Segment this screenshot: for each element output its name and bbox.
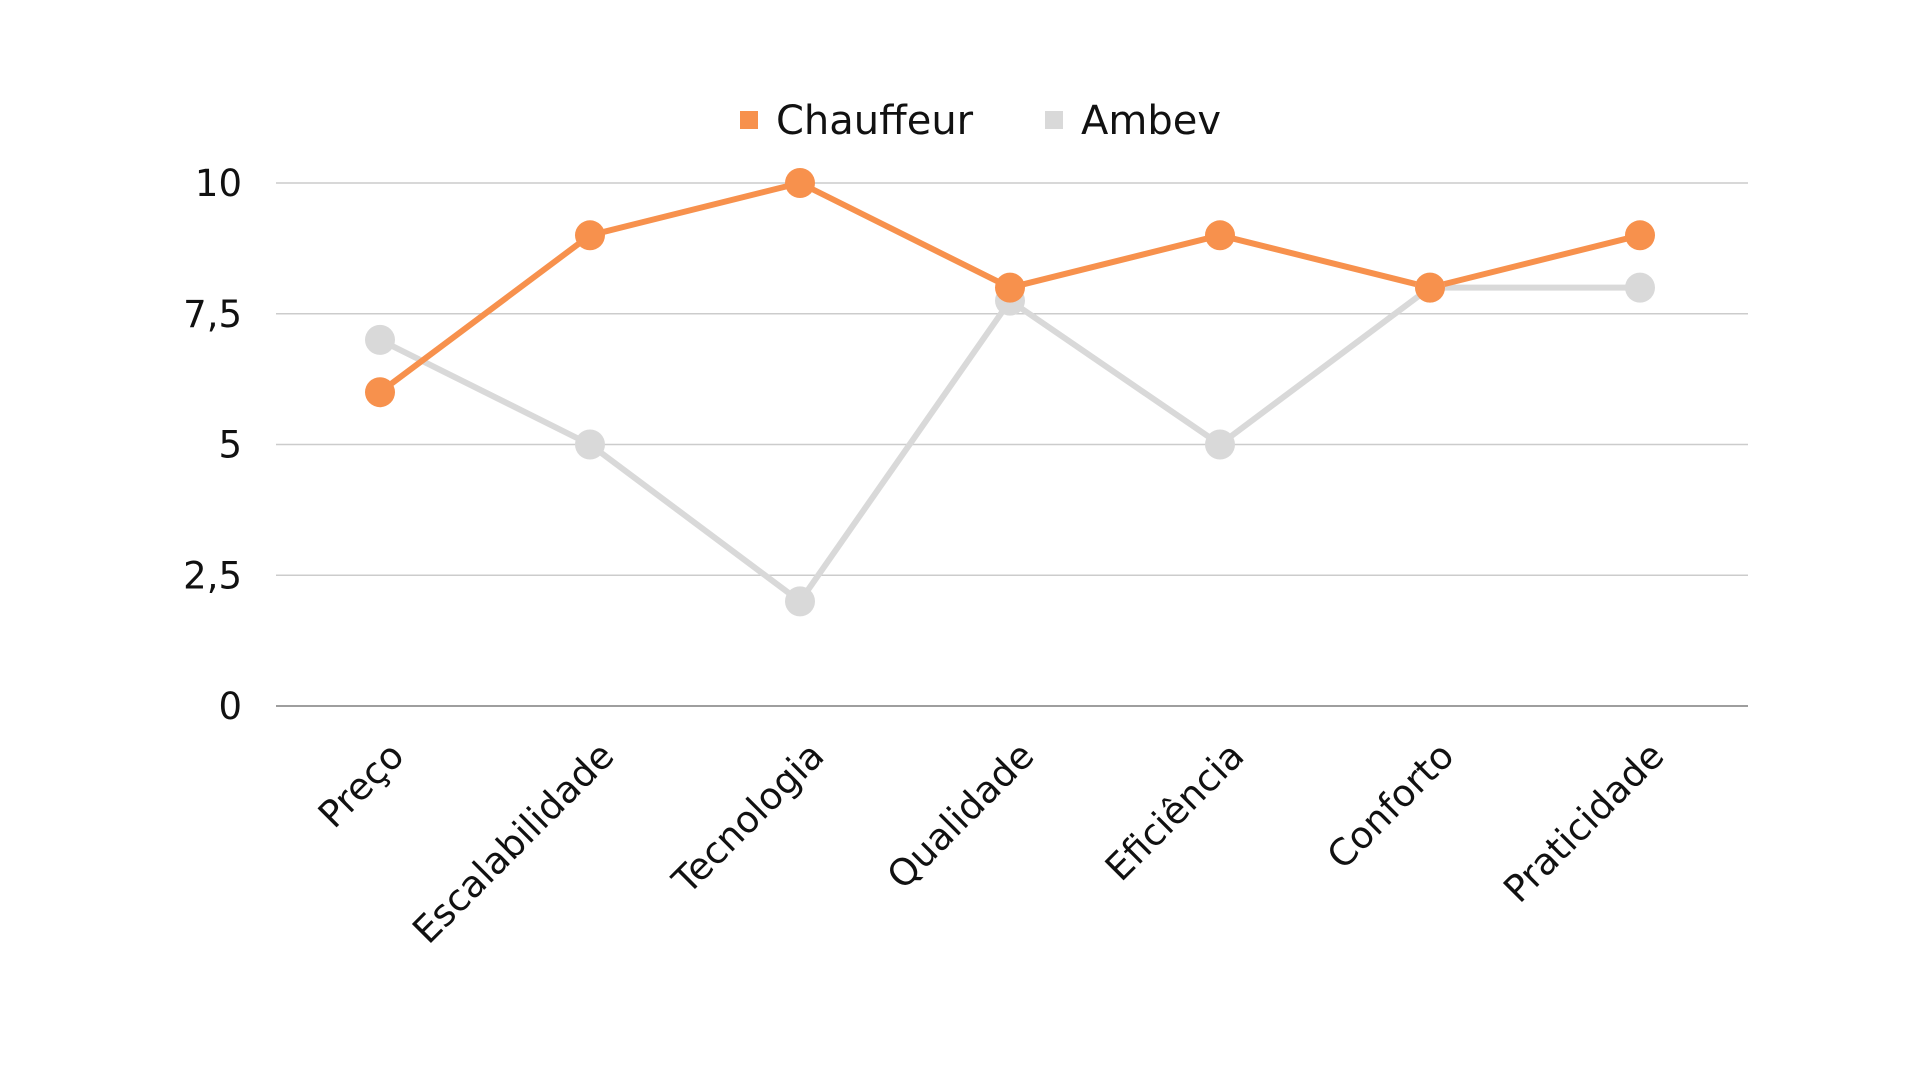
x-category-label: Preço [310,734,412,836]
series-lines [365,168,1655,617]
data-point-ambev [1625,272,1655,303]
data-point-ambev [365,324,395,355]
x-category-label: Praticidade [1495,734,1672,911]
data-point-chauffeur [575,220,605,251]
data-point-chauffeur [1205,220,1235,251]
data-point-ambev [785,586,815,617]
data-point-chauffeur [995,272,1025,303]
y-tick-label: 10 [195,162,242,205]
data-point-chauffeur [365,377,395,408]
data-point-ambev [575,429,605,460]
x-category-label: Escalabilidade [404,734,622,952]
x-category-label: Qualidade [879,734,1042,897]
legend-swatch-ambev [1045,111,1063,129]
y-tick-label: 5 [218,424,242,467]
y-tick-label: 0 [218,685,242,728]
y-tick-label: 7,5 [183,293,242,336]
legend: Chauffeur Ambev [740,98,1221,144]
y-tick-label: 2,5 [183,554,242,597]
x-category-label: Eficiência [1097,734,1252,889]
legend-label-chauffeur: Chauffeur [776,98,974,144]
data-point-ambev [1205,429,1235,460]
grid [276,182,1748,707]
legend-swatch-chauffeur [740,111,758,129]
data-point-chauffeur [1625,220,1655,251]
data-point-chauffeur [785,168,815,198]
x-category-label: Conforto [1319,734,1463,878]
x-category-label: Tecnologia [663,734,832,903]
legend-label-ambev: Ambev [1081,98,1221,144]
data-point-chauffeur [1415,272,1445,303]
y-axis-ticks: 0 2,5 5 7,5 10 [183,162,242,728]
